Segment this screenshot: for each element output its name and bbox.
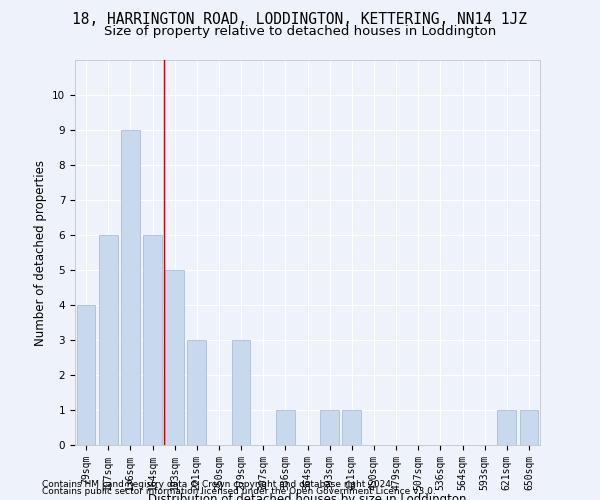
- Text: Contains HM Land Registry data © Crown copyright and database right 2024.: Contains HM Land Registry data © Crown c…: [42, 480, 394, 489]
- Bar: [343, 410, 361, 445]
- Text: Contains public sector information licensed under the Open Government Licence v3: Contains public sector information licen…: [42, 487, 436, 496]
- Bar: [520, 410, 538, 445]
- Y-axis label: Number of detached properties: Number of detached properties: [34, 160, 47, 346]
- Bar: [121, 130, 140, 445]
- Bar: [99, 235, 118, 445]
- Text: Size of property relative to detached houses in Loddington: Size of property relative to detached ho…: [104, 25, 496, 38]
- Bar: [143, 235, 162, 445]
- Bar: [320, 410, 339, 445]
- Bar: [187, 340, 206, 445]
- Bar: [77, 305, 95, 445]
- Bar: [232, 340, 250, 445]
- Bar: [165, 270, 184, 445]
- Bar: [276, 410, 295, 445]
- Bar: [497, 410, 516, 445]
- X-axis label: Distribution of detached houses by size in Loddington: Distribution of detached houses by size …: [148, 493, 467, 500]
- Text: 18, HARRINGTON ROAD, LODDINGTON, KETTERING, NN14 1JZ: 18, HARRINGTON ROAD, LODDINGTON, KETTERI…: [73, 12, 527, 28]
